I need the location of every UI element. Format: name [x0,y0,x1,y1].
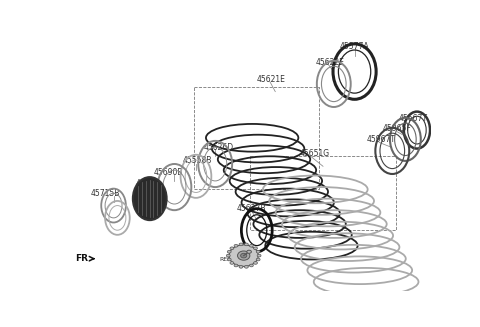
Text: 45621E: 45621E [257,75,286,84]
Text: 45637B: 45637B [237,204,266,213]
Text: FR.: FR. [75,254,92,263]
Ellipse shape [247,250,252,253]
Ellipse shape [234,244,238,247]
Ellipse shape [244,266,248,268]
Ellipse shape [253,262,257,264]
Ellipse shape [228,258,231,261]
Text: 45577A: 45577A [340,42,370,51]
Ellipse shape [253,247,257,250]
Ellipse shape [239,266,243,268]
Ellipse shape [133,177,167,220]
Ellipse shape [230,262,234,264]
Ellipse shape [257,254,261,257]
Text: REF.43-454B: REF.43-454B [219,257,258,262]
Ellipse shape [228,250,231,253]
Ellipse shape [239,243,243,246]
Text: 45967T: 45967T [367,135,396,144]
Text: 45626D: 45626D [204,143,234,151]
Ellipse shape [229,245,258,267]
Ellipse shape [238,251,250,260]
Ellipse shape [256,258,260,261]
Ellipse shape [230,247,234,250]
Text: 45715B: 45715B [90,189,120,198]
Text: 45690B: 45690B [154,168,183,177]
Ellipse shape [250,244,253,247]
Ellipse shape [256,250,260,253]
Ellipse shape [250,264,253,267]
Ellipse shape [227,254,230,257]
Ellipse shape [234,264,238,267]
Text: 45965F: 45965F [383,124,412,133]
Text: 45651G: 45651G [300,149,330,158]
Ellipse shape [240,253,247,258]
Text: 45558B: 45558B [183,156,212,165]
Ellipse shape [244,243,248,246]
Text: 45622E: 45622E [315,58,344,67]
Text: 45621: 45621 [136,180,160,188]
Text: 45667T: 45667T [398,114,428,123]
